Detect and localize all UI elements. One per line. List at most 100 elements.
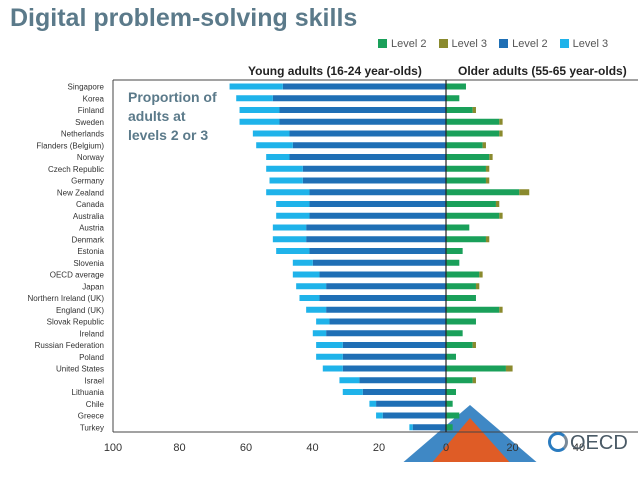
bar-old-level2 [446,259,460,266]
bar-young-level2 [289,130,446,137]
bar-old-level2 [446,318,476,325]
bar-young-level3 [266,154,290,160]
category-label: Slovenia [73,259,104,268]
bar-old-level2 [446,236,486,243]
category-label: Czech Republic [48,165,104,174]
bar-young-level2 [326,306,446,313]
legend-item-old-level3: Level 3 [438,38,488,50]
bar-old-level2 [446,165,486,172]
x-tick-label: 100 [104,442,122,454]
bar-young-level3 [409,424,413,431]
bar-old-level3 [479,271,483,278]
bar-young-level2 [279,118,446,125]
oecd-swirl-icon [548,432,568,452]
bar-young-level3 [369,400,377,407]
bar-young-level2 [306,236,446,243]
bar-young-level3 [266,189,310,196]
bar-young-level3 [252,130,290,137]
bar-young-level2 [272,95,446,102]
bar-old-level3 [485,165,490,172]
bar-young-level2 [306,224,446,231]
bar-old-level3 [472,107,476,113]
category-label: Japan [82,282,104,291]
bar-old-level2 [446,107,473,113]
bar-young-level2 [289,154,446,160]
legend-label: Level 2 [512,38,548,50]
bar-old-level2 [446,342,473,348]
bar-young-level3 [322,365,343,372]
bar-young-level3 [306,306,327,313]
header-young-adults: Young adults (16-24 year-olds) [248,64,422,78]
bar-young-level3 [316,318,330,325]
bar-old-level2 [446,424,453,431]
bar-old-level2 [446,412,460,419]
bar-old-level3 [485,236,490,243]
bar-young-level3 [266,165,303,172]
bar-old-level3 [495,201,500,207]
bar-young-level2 [376,400,446,407]
bar-young-level2 [382,412,446,419]
bar-old-level2 [446,201,496,207]
bar-old-level2 [446,154,490,160]
legend-swatch [559,39,569,48]
bar-old-level3 [482,142,486,149]
category-label: Turkey [80,423,104,432]
bar-young-level3 [316,353,343,360]
legend: Level 2 Level 3 Level 2 Level 3 [378,38,617,50]
category-label: Chile [86,400,105,409]
bar-young-level2 [319,271,446,278]
bar-young-level3 [312,330,327,337]
bar-old-level3 [472,342,476,348]
bar-young-level3 [239,118,280,125]
bar-old-level2 [446,95,460,102]
bar-young-level2 [412,424,446,431]
category-label: Slovak Republic [47,318,104,327]
bar-young-level2 [309,189,446,196]
category-label: Korea [83,94,105,103]
bar-young-level3 [276,201,310,207]
x-tick-label: 80 [173,442,185,454]
category-label: Ireland [80,329,104,338]
bar-young-level2 [319,295,446,301]
legend-item-young-level2: Level 2 [499,38,548,50]
category-label: Greece [78,412,105,421]
bar-young-level3 [229,83,283,90]
bar-old-level2 [446,177,486,184]
category-label: Norway [77,153,104,162]
decor-triangle-orange [430,418,512,465]
bar-young-level2 [362,389,446,395]
x-tick-label: 40 [573,442,585,454]
bar-old-level2 [446,212,500,219]
bar-old-level3 [485,177,490,184]
legend-item-old-level2: Level 2 [378,38,426,50]
bar-young-level2 [342,342,446,348]
legend-swatch [438,39,448,48]
bar-young-level3 [342,389,363,395]
category-label: OECD average [50,271,105,280]
legend-swatch [499,39,509,48]
bar-young-level3 [339,377,360,384]
bar-old-level2 [446,118,500,125]
bar-young-level3 [272,236,307,243]
x-tick-label: 20 [506,442,518,454]
bar-old-level2 [446,189,520,196]
x-tick-label: 60 [240,442,252,454]
category-label: Sweden [75,118,104,127]
bar-old-level3 [519,189,530,196]
legend-label: Level 3 [451,38,488,50]
bar-old-level3 [499,118,503,125]
decor-footer-band [0,462,638,479]
category-label: Northern Ireland (UK) [28,294,105,303]
bar-young-level3 [236,95,273,102]
category-label: United States [56,365,104,374]
bar-old-level3 [472,377,476,384]
category-label: Estonia [77,247,104,256]
bar-old-level2 [446,248,463,254]
bar-young-level2 [326,330,446,337]
chart-title: Digital problem-solving skills [10,4,358,32]
bar-young-level2 [312,259,446,266]
bar-young-level2 [279,107,446,113]
bar-old-level2 [446,283,476,290]
category-label: Canada [76,200,105,209]
